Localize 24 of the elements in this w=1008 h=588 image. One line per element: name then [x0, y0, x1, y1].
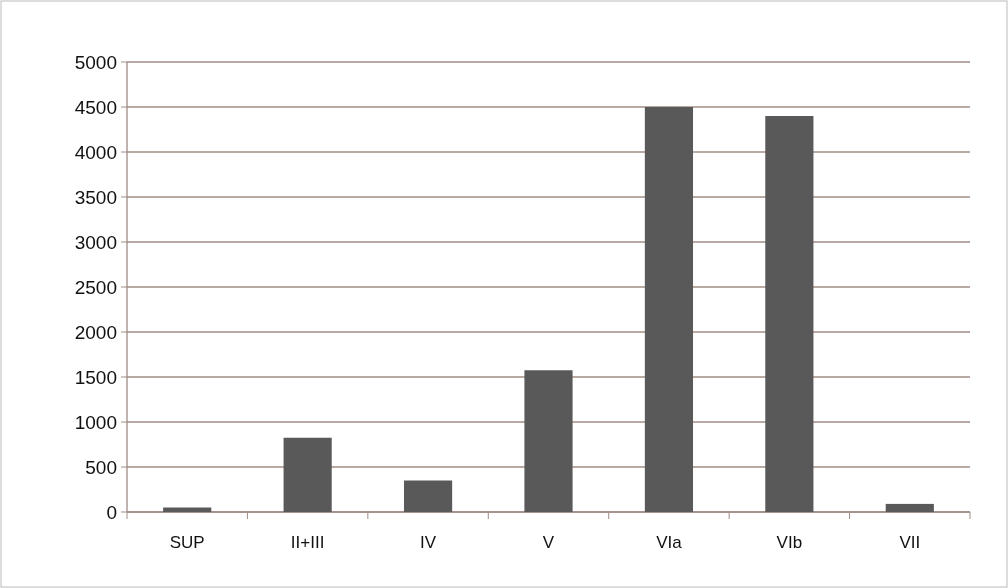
y-tick-label: 4500 [74, 96, 117, 118]
y-tick-label: 1000 [74, 411, 117, 433]
x-tick-label: VII [899, 533, 921, 552]
x-tick-label: SUP [169, 533, 205, 552]
bar [885, 503, 934, 512]
x-tick-label: IV [420, 533, 437, 552]
x-tick-label: II+III [290, 533, 325, 552]
x-tick-label: VIb [776, 533, 803, 552]
y-tick-label: 0 [106, 501, 117, 523]
y-tick-label: 4000 [74, 141, 117, 163]
bar [644, 107, 694, 512]
y-tick-label: 500 [85, 456, 117, 478]
y-tick-label: 2500 [74, 276, 117, 298]
y-tick-label: 3500 [74, 186, 117, 208]
y-tick-label: 5000 [74, 51, 117, 73]
y-tick-label: 2000 [74, 321, 117, 343]
x-tick-label: V [542, 533, 555, 552]
y-tick-label: 1500 [74, 366, 117, 388]
bar [283, 437, 332, 512]
bar [524, 370, 573, 512]
y-tick-label: 3000 [74, 231, 117, 253]
x-tick-label: VIa [656, 533, 683, 552]
bar [765, 116, 814, 512]
bar [403, 480, 453, 512]
